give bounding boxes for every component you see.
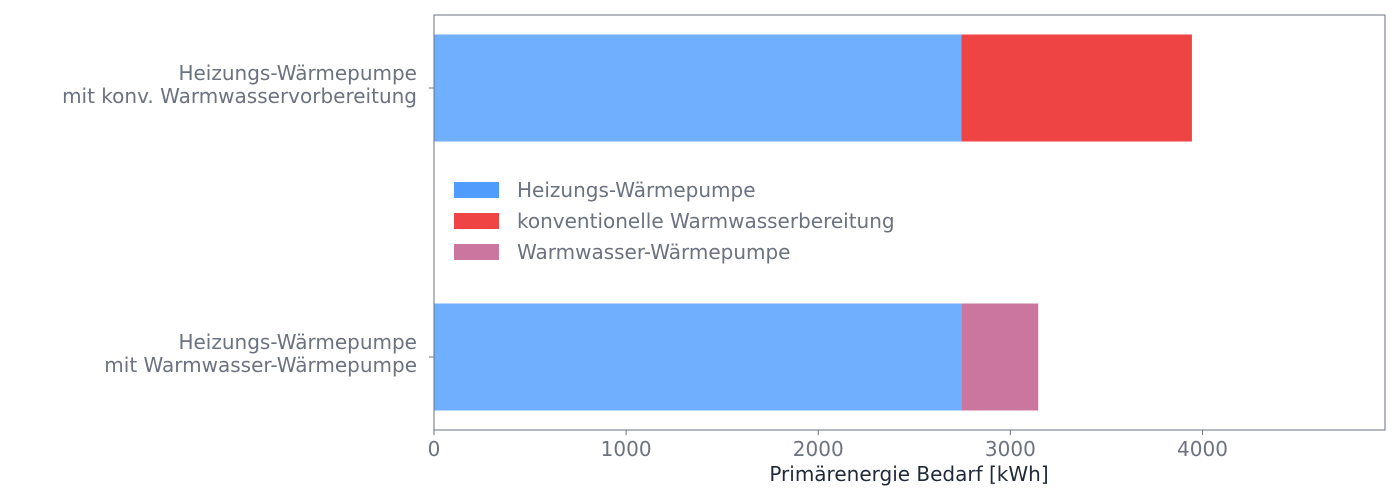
x-tick-label: 2000 <box>793 437 844 461</box>
legend-label: Heizungs-Wärmepumpe <box>517 178 756 202</box>
x-tick-label: 1000 <box>601 437 652 461</box>
legend-label: Warmwasser-Wärmepumpe <box>517 240 790 264</box>
legend-label: konventionelle Warmwasserbereitung <box>517 209 895 233</box>
category-label: Heizungs-Wärmepumpe <box>178 61 417 85</box>
x-tick-label: 3000 <box>985 437 1036 461</box>
legend-swatch <box>454 213 499 229</box>
bar-segment-0-0 <box>434 34 962 142</box>
plot-frame <box>433 14 1386 431</box>
category-label: Heizungs-Wärmepumpe <box>178 330 417 354</box>
bar-segment-2-1 <box>961 303 1039 411</box>
x-tick-label: 4000 <box>1177 437 1228 461</box>
legend-swatch <box>454 182 499 198</box>
category-label: mit konv. Warmwasservorbereitung <box>62 84 417 108</box>
legend: Heizungs-Wärmepumpe konventionelle Warmwa… <box>454 178 895 264</box>
x-axis-label: Primärenergie Bedarf [kWh] <box>769 462 1048 486</box>
x-tick-label: 0 <box>428 437 441 461</box>
legend-swatch <box>454 244 499 260</box>
category-label: mit Warmwasser-Wärmepumpe <box>104 353 417 377</box>
bar-segment-0-1 <box>434 303 962 411</box>
bar-segment-1-0 <box>961 34 1192 142</box>
